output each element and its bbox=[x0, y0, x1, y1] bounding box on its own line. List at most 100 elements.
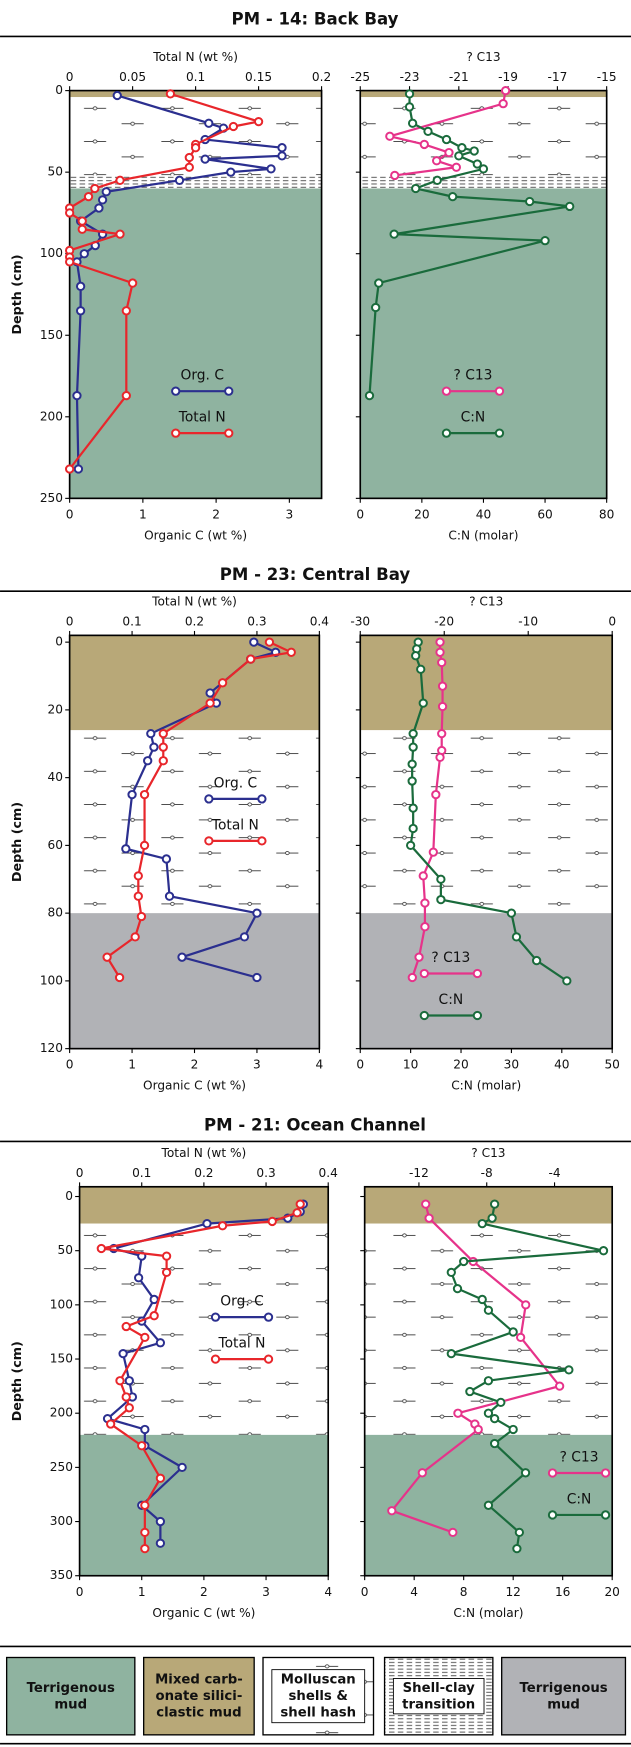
x-top-axis-label: ? C13 bbox=[471, 1146, 505, 1160]
data-point bbox=[598, 1246, 609, 1256]
legend-label: ? C13 bbox=[454, 368, 493, 384]
facies-label: Mixed carb- bbox=[155, 1673, 243, 1688]
x-top-tick-label: -17 bbox=[547, 70, 567, 84]
x-tick-label: 3 bbox=[253, 1058, 261, 1072]
data-point bbox=[564, 1365, 574, 1375]
x-tick-label: 20 bbox=[604, 1585, 619, 1599]
data-point bbox=[454, 151, 464, 161]
data-point bbox=[226, 167, 236, 177]
x-tick-label: 2 bbox=[212, 507, 220, 521]
facies-swatch bbox=[501, 1656, 627, 1736]
data-point bbox=[506, 908, 517, 918]
data-point bbox=[483, 1305, 494, 1315]
data-point bbox=[562, 976, 572, 986]
data-point bbox=[121, 390, 131, 401]
facies-zone bbox=[69, 188, 322, 499]
x-tick-label: 1 bbox=[128, 1058, 136, 1072]
y-tick-label: 20 bbox=[48, 702, 63, 716]
data-point bbox=[451, 162, 461, 172]
data-point bbox=[516, 1332, 526, 1343]
data-point bbox=[115, 175, 125, 185]
data-point bbox=[149, 1294, 159, 1305]
facies-label-bg bbox=[271, 1669, 366, 1724]
data-point bbox=[407, 118, 418, 128]
data-point bbox=[137, 1441, 147, 1451]
x-tick-label: 0 bbox=[356, 507, 364, 521]
x-tick-label: 3 bbox=[262, 1585, 270, 1599]
data-point bbox=[133, 891, 143, 901]
data-point bbox=[79, 249, 89, 259]
data-point bbox=[112, 90, 122, 101]
y-tick-label: 50 bbox=[58, 1243, 73, 1257]
data-point bbox=[411, 183, 421, 194]
facies-label: onate silici- bbox=[156, 1689, 243, 1704]
data-point bbox=[295, 1199, 305, 1209]
data-point bbox=[249, 637, 259, 647]
data-point bbox=[418, 698, 428, 708]
data-point bbox=[525, 196, 535, 207]
x-tick-label: 10 bbox=[403, 1058, 418, 1072]
legend-marker bbox=[257, 794, 267, 804]
data-point bbox=[489, 1438, 500, 1449]
facies-swatch bbox=[5, 1656, 136, 1736]
data-point bbox=[407, 759, 417, 769]
data-point bbox=[140, 1543, 150, 1554]
facies-label: Terrigenous bbox=[519, 1681, 607, 1696]
data-point bbox=[512, 1543, 522, 1554]
data-point bbox=[140, 1500, 150, 1510]
data-point bbox=[252, 972, 262, 983]
x-axis-label: C:N (molar) bbox=[453, 1606, 523, 1620]
x-tick-label: 60 bbox=[537, 507, 552, 521]
data-point bbox=[508, 1424, 518, 1435]
x-top-tick-label: 0.1 bbox=[186, 70, 205, 84]
data-point bbox=[228, 121, 239, 132]
data-point bbox=[121, 844, 131, 854]
y-tick-label: 100 bbox=[40, 246, 63, 260]
data-point bbox=[124, 1376, 134, 1386]
data-point bbox=[155, 1338, 166, 1348]
x-axis-label: C:N (molar) bbox=[451, 1079, 521, 1093]
data-point bbox=[205, 698, 215, 708]
data-point bbox=[184, 152, 194, 163]
data-point bbox=[432, 175, 442, 185]
data-point bbox=[83, 191, 94, 202]
data-point bbox=[127, 278, 138, 288]
data-point bbox=[408, 823, 418, 834]
facies-zone bbox=[360, 90, 607, 98]
x-tick-label: 40 bbox=[554, 1058, 569, 1072]
data-point bbox=[408, 728, 418, 739]
data-point bbox=[416, 664, 426, 674]
data-point bbox=[411, 651, 421, 661]
legend-marker bbox=[171, 386, 181, 396]
x-tick-label: 3 bbox=[285, 507, 293, 521]
data-point bbox=[161, 854, 172, 864]
legend-marker bbox=[257, 836, 267, 846]
y-axis-label: Depth (cm) bbox=[9, 802, 24, 882]
x-top-tick-label: 0.15 bbox=[245, 70, 272, 84]
data-point bbox=[448, 1527, 458, 1538]
data-point bbox=[246, 654, 256, 664]
legend-marker bbox=[600, 1468, 611, 1478]
profile-line bbox=[105, 641, 295, 979]
x-top-tick-label: 0.1 bbox=[122, 615, 141, 629]
data-point bbox=[511, 932, 522, 942]
data-point bbox=[496, 1397, 506, 1408]
x-top-axis-label: ? C13 bbox=[469, 595, 503, 609]
data-point bbox=[371, 302, 381, 313]
data-point bbox=[165, 89, 176, 99]
x-tick-label: 20 bbox=[414, 507, 429, 521]
data-point bbox=[96, 1243, 106, 1254]
data-point bbox=[420, 898, 430, 908]
y-tick-label: 250 bbox=[50, 1460, 73, 1474]
facies-label: mud bbox=[54, 1697, 87, 1712]
data-point bbox=[531, 955, 542, 966]
profile-line bbox=[389, 1203, 562, 1534]
data-point bbox=[374, 278, 384, 288]
facies-label-bg bbox=[392, 1678, 485, 1715]
data-point bbox=[64, 208, 75, 218]
legend-marker bbox=[472, 1010, 483, 1021]
legend-marker bbox=[494, 428, 505, 438]
data-point bbox=[489, 1413, 500, 1424]
data-point bbox=[417, 1468, 427, 1478]
x-tick-label: 0 bbox=[76, 1585, 84, 1599]
